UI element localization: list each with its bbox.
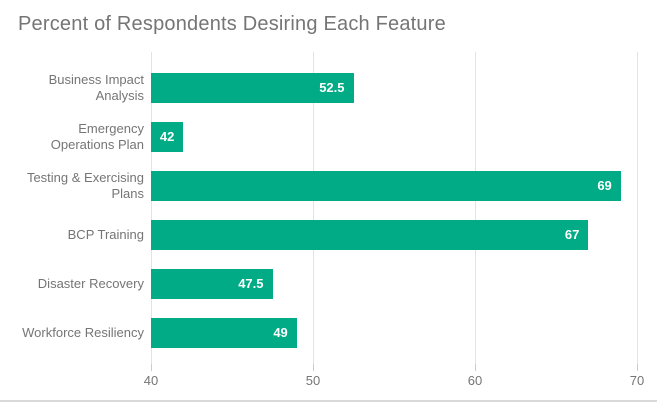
bar-bcp-training: 67 bbox=[151, 220, 589, 251]
gridline-x-40 bbox=[151, 52, 152, 364]
axis-tick-mark bbox=[637, 364, 638, 371]
bar-value-label: 47.5 bbox=[238, 276, 264, 292]
bar-disaster-recovery: 47.5 bbox=[151, 269, 273, 300]
bar-testing-exercising-plans: 69 bbox=[151, 171, 621, 202]
bar-emergency-operations-plan: 42 bbox=[151, 122, 184, 153]
x-axis-tick-label: 40 bbox=[143, 373, 159, 388]
category-label: Testing & Exercising Plans bbox=[26, 170, 144, 202]
bar-value-label: 42 bbox=[159, 129, 175, 145]
bar-value-label: 52.5 bbox=[319, 80, 345, 96]
bar-workforce-resiliency: 49 bbox=[151, 317, 297, 348]
category-label: BCP Training bbox=[67, 227, 144, 243]
category-label: Workforce Resiliency bbox=[22, 324, 144, 340]
gridline-x-60 bbox=[475, 52, 476, 364]
x-axis-tick-label: 50 bbox=[305, 373, 321, 388]
category-label: Business Impact Analysis bbox=[48, 72, 144, 104]
category-label: Emergency Operations Plan bbox=[50, 121, 144, 153]
x-axis-tick-label: 70 bbox=[629, 373, 645, 388]
gridline-x-50 bbox=[313, 52, 314, 364]
category-label: Disaster Recovery bbox=[37, 276, 144, 292]
axis-tick-mark bbox=[475, 364, 476, 371]
axis-tick-mark bbox=[151, 364, 152, 371]
bottom-border bbox=[0, 400, 657, 402]
gridline-x-70 bbox=[637, 52, 638, 364]
bar-business-impact-analysis: 52.5 bbox=[151, 73, 354, 104]
chart-title: Percent of Respondents Desiring Each Fea… bbox=[18, 13, 446, 35]
bar-value-label: 67 bbox=[564, 227, 580, 243]
x-axis-tick-label: 60 bbox=[467, 373, 483, 388]
bar-value-label: 69 bbox=[597, 178, 612, 194]
bar-value-label: 49 bbox=[273, 324, 288, 340]
axis-tick-mark bbox=[313, 364, 314, 371]
